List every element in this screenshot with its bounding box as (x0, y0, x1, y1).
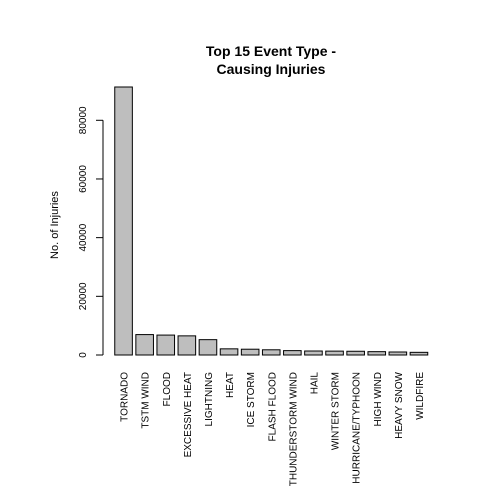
bar-tstm-wind (135, 334, 154, 356)
x-tick-label: TORNADO (120, 372, 131, 422)
y-tick-label: 60000 (78, 165, 89, 193)
chart-title-line-1: Top 15 Event Type - (206, 43, 337, 59)
x-tick-label: LIGHTNING (204, 372, 215, 427)
y-tick-label: 80000 (78, 106, 89, 134)
x-tick-label: EXCESSIVE HEAT (183, 372, 194, 457)
x-tick-label: WILDFIRE (415, 372, 426, 420)
bars (114, 86, 429, 356)
x-tick-label: HEAVY SNOW (394, 371, 405, 438)
bar-lightning (198, 339, 218, 356)
x-tick-label: FLASH FLOOD (267, 372, 278, 441)
bar-flood (156, 334, 176, 356)
x-tick-label: TSTM WIND (141, 372, 152, 429)
bar-wildfire (409, 351, 429, 356)
y-tick-label: 20000 (78, 282, 89, 310)
x-tick-label: HAIL (309, 372, 320, 395)
bar-excessive-heat (177, 335, 197, 356)
bar-hail (304, 350, 323, 356)
y-tick-label: 0 (78, 352, 89, 358)
bar-flash-flood (261, 349, 281, 356)
y-axis: 0 20000 40000 60000 80000 (78, 106, 104, 358)
bar-tornado (114, 86, 133, 356)
y-tick-label: 40000 (78, 223, 89, 251)
bar-high-wind (367, 351, 387, 356)
x-tick-label: ICE STORM (246, 372, 257, 427)
chart-title-line-2: Causing Injuries (217, 61, 326, 77)
x-tick-label: THUNDERSTORM WIND (288, 372, 299, 486)
bar-heavy-snow (388, 351, 408, 356)
x-tick-label: HEAT (225, 372, 236, 398)
x-axis-tick-labels: TORNADO TSTM WIND FLOOD EXCESSIVE HEAT LIGHT… (120, 371, 426, 486)
bar-hurricane-typhoon (346, 350, 365, 356)
x-tick-label: WINTER STORM (331, 372, 342, 450)
bar-winter-storm (325, 350, 344, 356)
x-tick-label: HURRICANE/TYPHOON (352, 372, 363, 484)
bar-heat (219, 348, 239, 356)
bar-thunderstorm-wind (283, 350, 302, 356)
x-tick-label: HIGH WIND (373, 372, 384, 426)
bar-ice-storm (240, 348, 260, 356)
y-axis-label: No. of Injuries (49, 191, 61, 259)
x-tick-label: FLOOD (162, 372, 173, 406)
